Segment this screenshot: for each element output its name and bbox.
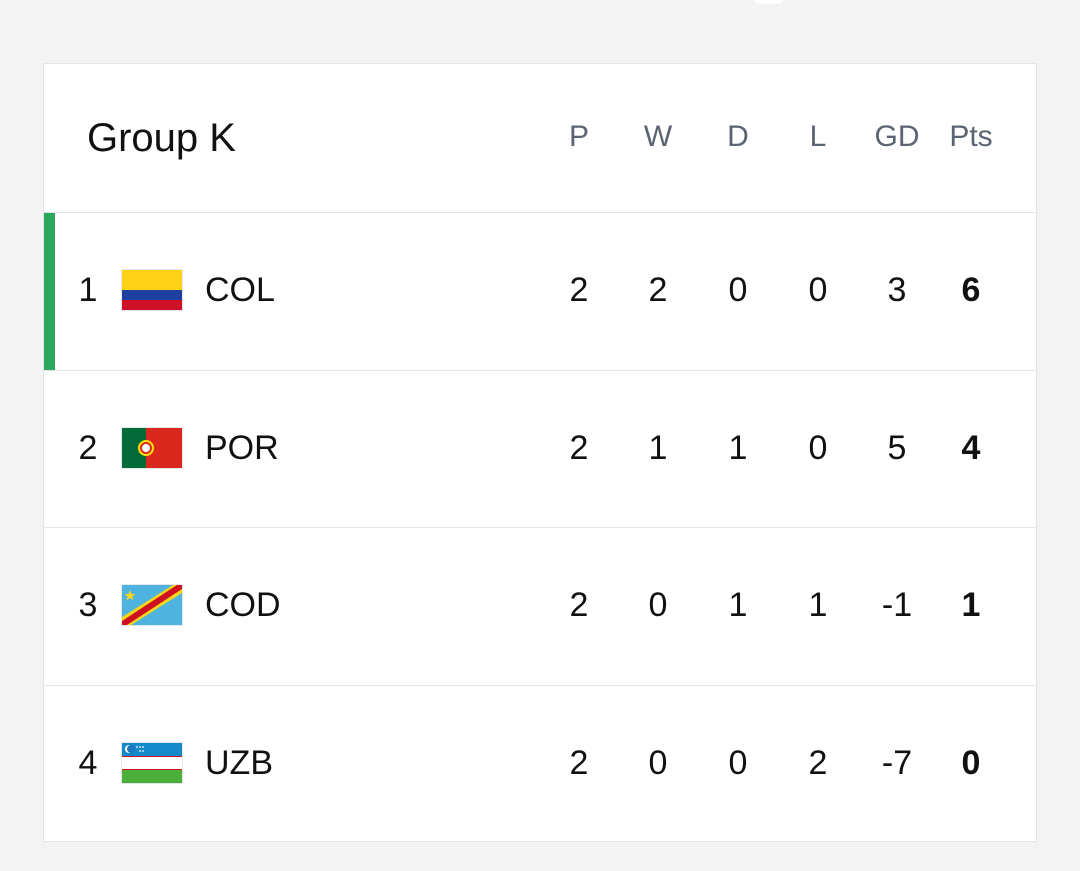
rank: 2 (78, 428, 98, 467)
stat: 2 (569, 586, 589, 624)
stat: 2 (569, 428, 589, 467)
column-header: L (809, 120, 827, 153)
rank: 4 (78, 743, 98, 782)
stat: 2 (569, 271, 589, 309)
qualification-indicator (44, 213, 55, 370)
stat: 0 (728, 271, 748, 309)
stat: 2 (648, 271, 668, 309)
stat: -1 (881, 586, 913, 624)
points: 0 (961, 743, 981, 782)
stat: 0 (808, 428, 828, 467)
stat: 5 (887, 428, 907, 467)
column-header: W (643, 120, 673, 153)
column-header: D (727, 120, 749, 153)
stat: 0 (648, 586, 668, 624)
stat: 0 (648, 743, 668, 782)
team-name: COD (205, 586, 281, 624)
team-flag (121, 269, 183, 311)
stat: -7 (881, 743, 913, 782)
top-notch (754, 0, 784, 4)
stat: 0 (728, 743, 748, 782)
stat: 2 (569, 743, 589, 782)
team-flag (121, 584, 183, 626)
stat: 1 (648, 428, 668, 467)
standings-row: 2 POR 2 1 1 0 5 4 (44, 369, 1036, 528)
team-name: COL (205, 271, 275, 309)
rank: 3 (78, 586, 98, 624)
standings-row: 1 COL 2 2 0 0 3 6 (44, 212, 1036, 370)
stat: 1 (808, 586, 828, 624)
standings-row: 4 UZB 2 0 0 2 -7 0 (44, 684, 1036, 843)
column-header: GD (874, 120, 920, 153)
rank: 1 (78, 271, 98, 309)
stat: 1 (728, 586, 748, 624)
column-header: P (568, 120, 589, 153)
points: 6 (961, 271, 981, 309)
standings-row: 3 COD 2 0 1 1 -1 1 (44, 527, 1036, 685)
stat: 3 (887, 271, 907, 309)
team-flag (121, 426, 183, 469)
column-header: Pts (949, 120, 993, 153)
points: 1 (961, 586, 981, 624)
team-name: UZB (205, 743, 273, 782)
group-title: Group K (87, 116, 236, 160)
standings-card: Group K P W D L GD Pts 1 COL 2 2 0 0 3 6 2 POR 2 1 1 0 5 4 3 CO… (43, 63, 1037, 842)
team-flag (121, 741, 183, 784)
stat: 2 (808, 743, 828, 782)
points: 4 (961, 428, 981, 467)
team-name: POR (205, 428, 279, 467)
stat: 0 (808, 271, 828, 309)
stat: 1 (728, 428, 748, 467)
